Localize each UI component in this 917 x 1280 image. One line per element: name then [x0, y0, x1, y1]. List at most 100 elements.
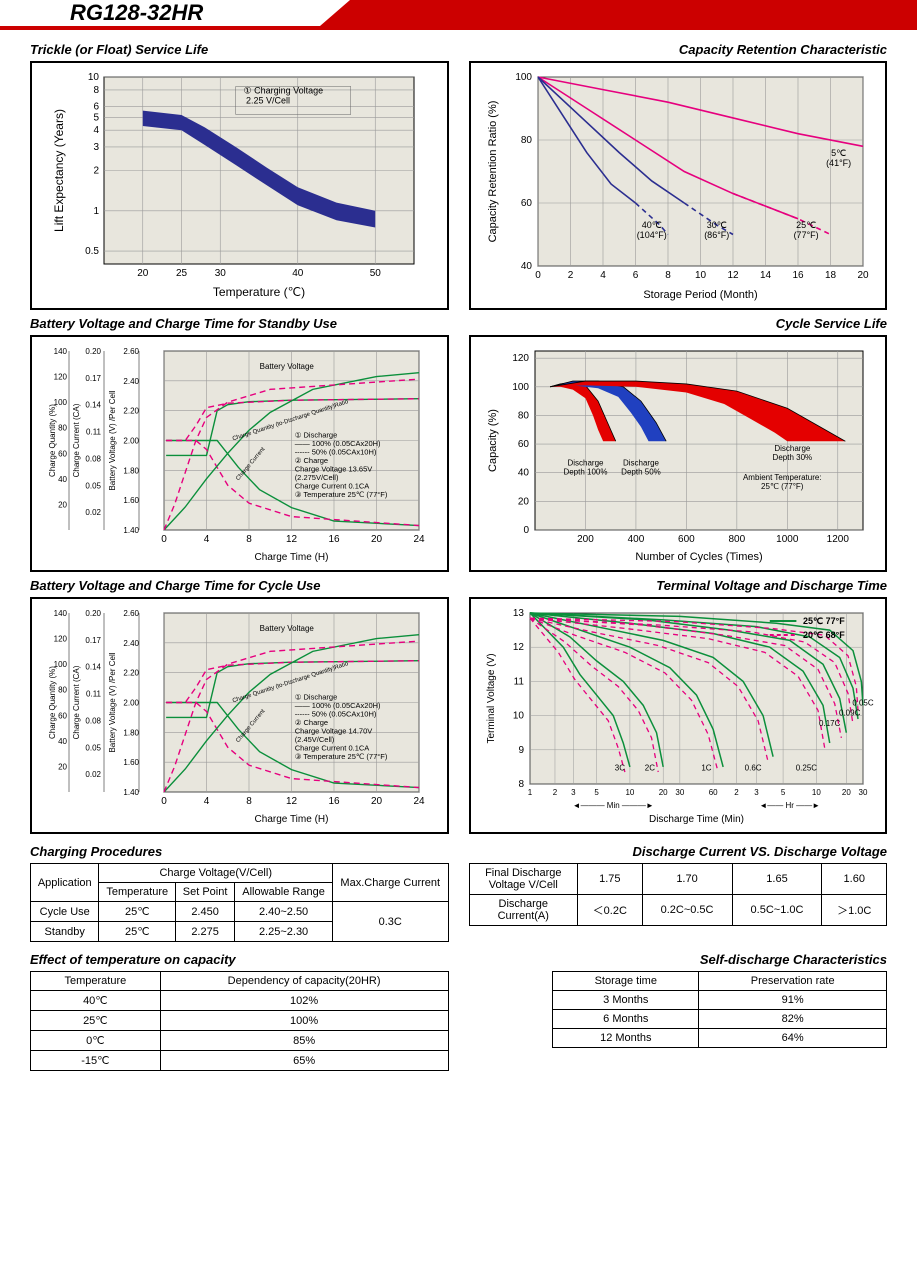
svg-text:Lift Expectancy (Years): Lift Expectancy (Years) — [52, 109, 66, 232]
svg-text:10: 10 — [812, 788, 821, 797]
svg-text:40: 40 — [58, 737, 67, 746]
svg-text:80: 80 — [521, 135, 533, 146]
table-selfdis-title: Self-discharge Characteristics — [469, 952, 888, 967]
svg-text:600: 600 — [678, 534, 695, 545]
svg-text:16: 16 — [793, 270, 805, 281]
svg-text:1C: 1C — [702, 763, 712, 772]
svg-text:1200: 1200 — [827, 534, 850, 545]
svg-text:8: 8 — [665, 270, 671, 281]
svg-text:1.60: 1.60 — [124, 496, 140, 505]
svg-text:80: 80 — [58, 424, 67, 433]
svg-text:3C: 3C — [615, 763, 625, 772]
svg-text:3: 3 — [571, 788, 576, 797]
th-application: Application — [31, 864, 99, 902]
model-number: RG128-32HR — [70, 0, 203, 26]
svg-text:120: 120 — [513, 353, 530, 364]
svg-text:20: 20 — [58, 762, 67, 771]
svg-text:12: 12 — [728, 270, 740, 281]
chart-cycle-charge: 04812162024204060801001201400.020.050.08… — [30, 597, 449, 834]
svg-text:1.40: 1.40 — [124, 788, 140, 797]
svg-text:Charge Time (H): Charge Time (H) — [255, 552, 329, 563]
svg-text:10: 10 — [626, 788, 635, 797]
svg-text:◄——— Min ———►: ◄——— Min ———► — [573, 801, 654, 810]
svg-text:200: 200 — [577, 534, 594, 545]
svg-text:4: 4 — [94, 125, 100, 136]
svg-text:1: 1 — [528, 788, 533, 797]
svg-text:2.60: 2.60 — [124, 609, 140, 618]
chart-cycle-life: 20040060080010001200020406080100120Disch… — [469, 335, 888, 572]
svg-text:2.60: 2.60 — [124, 347, 140, 356]
svg-text:Battery Voltage: Battery Voltage — [260, 362, 315, 371]
svg-text:60: 60 — [58, 449, 67, 458]
svg-text:2: 2 — [553, 788, 558, 797]
table-selfdis: Storage timePreservation rate 3 Months91… — [552, 971, 887, 1048]
table-charging: Application Charge Voltage(V/Cell) Max.C… — [30, 863, 449, 942]
svg-text:60: 60 — [709, 788, 718, 797]
svg-text:20: 20 — [842, 788, 851, 797]
svg-text:2.00: 2.00 — [124, 699, 140, 708]
chart-terminal: 12351020306023510203089101112133C2C1C0.6… — [469, 597, 888, 834]
th-cv: Charge Voltage(V/Cell) — [99, 864, 333, 883]
svg-text:20: 20 — [858, 270, 870, 281]
svg-text:0: 0 — [161, 534, 167, 545]
svg-text:400: 400 — [628, 534, 645, 545]
svg-text:Charge Quantity (%): Charge Quantity (%) — [49, 404, 57, 477]
svg-text:2.00: 2.00 — [124, 437, 140, 446]
svg-text:Battery Voltage: Battery Voltage — [260, 624, 315, 633]
svg-text:DischargeDepth 100%: DischargeDepth 100% — [564, 459, 608, 477]
svg-text:10: 10 — [695, 270, 707, 281]
chart-standby: 04812162024204060801001201400.020.050.08… — [30, 335, 449, 572]
svg-text:60: 60 — [521, 198, 533, 209]
svg-text:0.5: 0.5 — [85, 246, 99, 257]
svg-text:24: 24 — [414, 796, 426, 807]
svg-text:0.05C: 0.05C — [853, 698, 875, 707]
svg-text:0: 0 — [535, 270, 541, 281]
svg-text:2: 2 — [734, 788, 739, 797]
svg-text:4: 4 — [204, 796, 210, 807]
svg-text:24: 24 — [414, 534, 426, 545]
svg-text:20: 20 — [371, 796, 383, 807]
svg-text:Terminal Voltage (V): Terminal Voltage (V) — [486, 653, 497, 743]
svg-text:Capacity Retention Ratio (%): Capacity Retention Ratio (%) — [487, 101, 499, 243]
chart-cycle-charge-title: Battery Voltage and Charge Time for Cycl… — [30, 578, 449, 593]
chart-cyclelife-title: Cycle Service Life — [469, 316, 888, 331]
svg-text:3: 3 — [754, 788, 759, 797]
table-discharge-iv-title: Discharge Current VS. Discharge Voltage — [469, 844, 888, 859]
svg-text:8: 8 — [94, 85, 100, 96]
header-bar: RG128-32HR — [0, 0, 917, 30]
svg-text:20: 20 — [371, 534, 383, 545]
svg-text:0.11: 0.11 — [86, 690, 102, 699]
svg-text:5: 5 — [595, 788, 600, 797]
svg-text:2.20: 2.20 — [124, 669, 140, 678]
svg-text:16: 16 — [329, 534, 341, 545]
svg-text:3: 3 — [94, 142, 100, 153]
svg-text:8: 8 — [246, 796, 252, 807]
svg-text:1.60: 1.60 — [124, 758, 140, 767]
svg-text:16: 16 — [329, 796, 341, 807]
svg-text:25: 25 — [176, 268, 188, 279]
svg-text:6: 6 — [633, 270, 639, 281]
svg-text:60: 60 — [58, 711, 67, 720]
svg-text:30: 30 — [676, 788, 685, 797]
svg-text:1.40: 1.40 — [124, 526, 140, 535]
svg-text:0.25C: 0.25C — [796, 763, 818, 772]
table-charging-title: Charging Procedures — [30, 844, 449, 859]
svg-text:8: 8 — [519, 779, 525, 790]
chart-trickle-title: Trickle (or Float) Service Life — [30, 42, 449, 57]
svg-text:Battery Voltage (V) /Per Cell: Battery Voltage (V) /Per Cell — [108, 390, 117, 490]
svg-text:Charge Time (H): Charge Time (H) — [255, 814, 329, 825]
svg-text:40: 40 — [518, 468, 530, 479]
svg-text:20: 20 — [659, 788, 668, 797]
svg-text:100: 100 — [513, 382, 530, 393]
svg-text:20℃ 68°F: 20℃ 68°F — [803, 630, 845, 640]
svg-text:40: 40 — [521, 261, 533, 272]
svg-text:20: 20 — [137, 268, 149, 279]
svg-text:10: 10 — [88, 72, 100, 83]
chart-capacity-retention: 024681012141618204060801005℃(41°F)25℃(77… — [469, 61, 888, 310]
svg-text:2.40: 2.40 — [124, 377, 140, 386]
svg-text:14: 14 — [760, 270, 772, 281]
svg-text:80: 80 — [518, 410, 530, 421]
svg-text:2.20: 2.20 — [124, 407, 140, 416]
svg-text:0: 0 — [524, 525, 530, 536]
svg-text:0.09C: 0.09C — [839, 709, 861, 718]
